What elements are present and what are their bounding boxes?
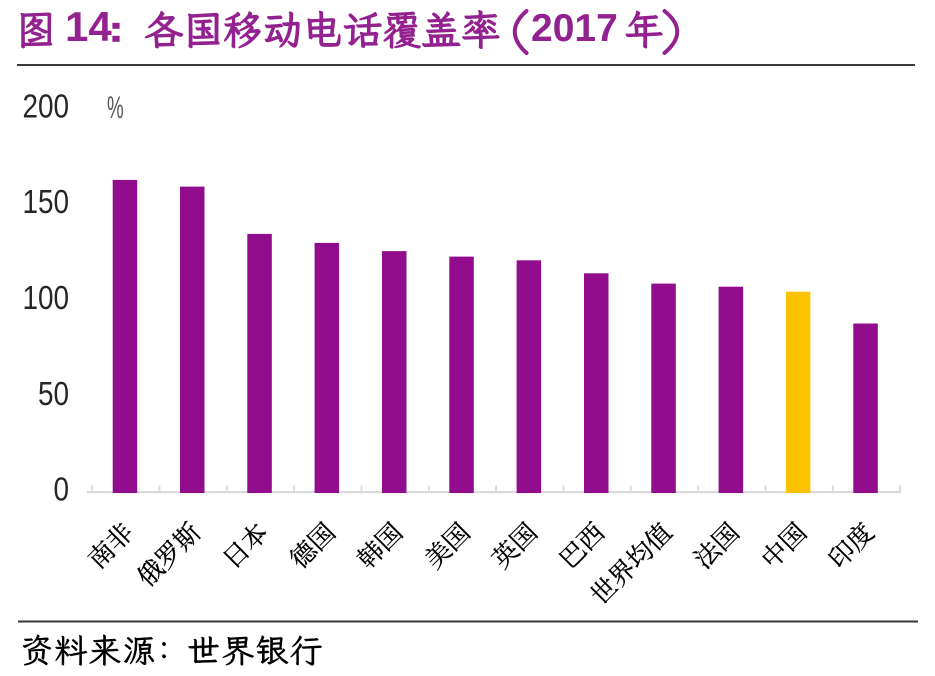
svg-text:14: 14 bbox=[65, 3, 112, 50]
svg-text:%: % bbox=[107, 91, 124, 125]
svg-text:50: 50 bbox=[38, 376, 69, 413]
svg-text:200: 200 bbox=[22, 88, 69, 125]
svg-text:0: 0 bbox=[53, 471, 69, 508]
svg-text:2017: 2017 bbox=[531, 7, 618, 50]
svg-text:150: 150 bbox=[22, 184, 69, 221]
svg-text:100: 100 bbox=[22, 280, 69, 317]
